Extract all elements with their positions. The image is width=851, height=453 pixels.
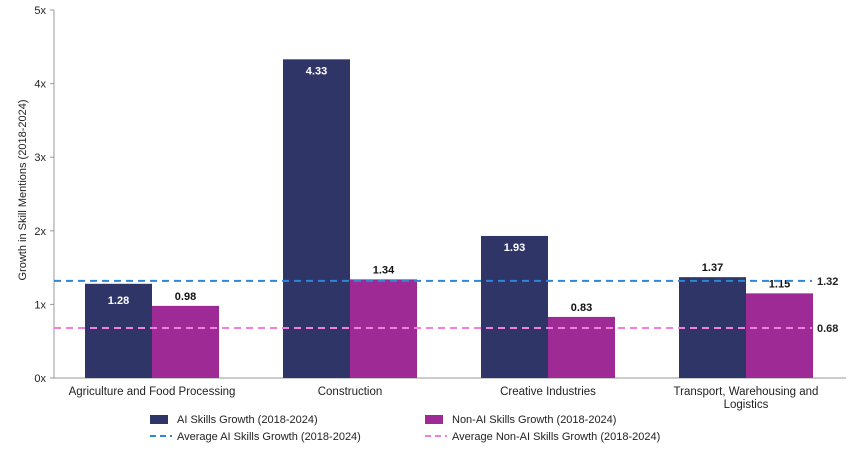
y-tick-label: 2x: [34, 226, 46, 238]
bar-data-label: 4.33: [306, 65, 327, 77]
x-category-label: Construction: [318, 386, 383, 398]
y-tick-label: 5x: [34, 5, 46, 17]
x-category-label: Logistics: [724, 399, 769, 411]
bar: [481, 235, 548, 378]
bar: [679, 277, 746, 378]
legend-swatch: [425, 415, 443, 424]
bar-data-label: 0.98: [175, 291, 196, 303]
bar-data-label: 0.83: [571, 302, 592, 314]
legend-entry: Average Non-AI Skills Growth (2018-2024): [452, 431, 660, 443]
bar-data-label: 1.28: [108, 295, 129, 307]
x-category-label: Agriculture and Food Processing: [69, 386, 236, 398]
legend-entry: Average AI Skills Growth (2018-2024): [177, 431, 361, 443]
average-line-label: 0.68: [817, 323, 838, 335]
legend-swatch: [150, 415, 168, 424]
bar-data-label: 1.34: [373, 264, 395, 276]
y-tick-label: 3x: [34, 152, 46, 164]
bar: [548, 316, 615, 378]
x-category-label: Creative Industries: [500, 386, 596, 398]
average-line-label: 1.32: [817, 276, 838, 288]
bar: [283, 59, 350, 378]
y-tick-label: 0x: [34, 373, 46, 385]
bar: [152, 305, 219, 378]
bar-data-label: 1.37: [702, 262, 723, 274]
bar: [746, 293, 813, 378]
x-category-label: Transport, Warehousing and: [674, 386, 819, 398]
legend-entry: Non-AI Skills Growth (2018-2024): [452, 414, 616, 426]
legend-entry: AI Skills Growth (2018-2024): [177, 414, 318, 426]
y-axis-title: Growth in Skill Mentions (2018-2024): [17, 100, 29, 281]
y-tick-label: 1x: [34, 299, 46, 311]
bar-data-label: 1.93: [504, 242, 525, 254]
bar: [85, 283, 152, 378]
y-tick-label: 4x: [34, 79, 46, 91]
